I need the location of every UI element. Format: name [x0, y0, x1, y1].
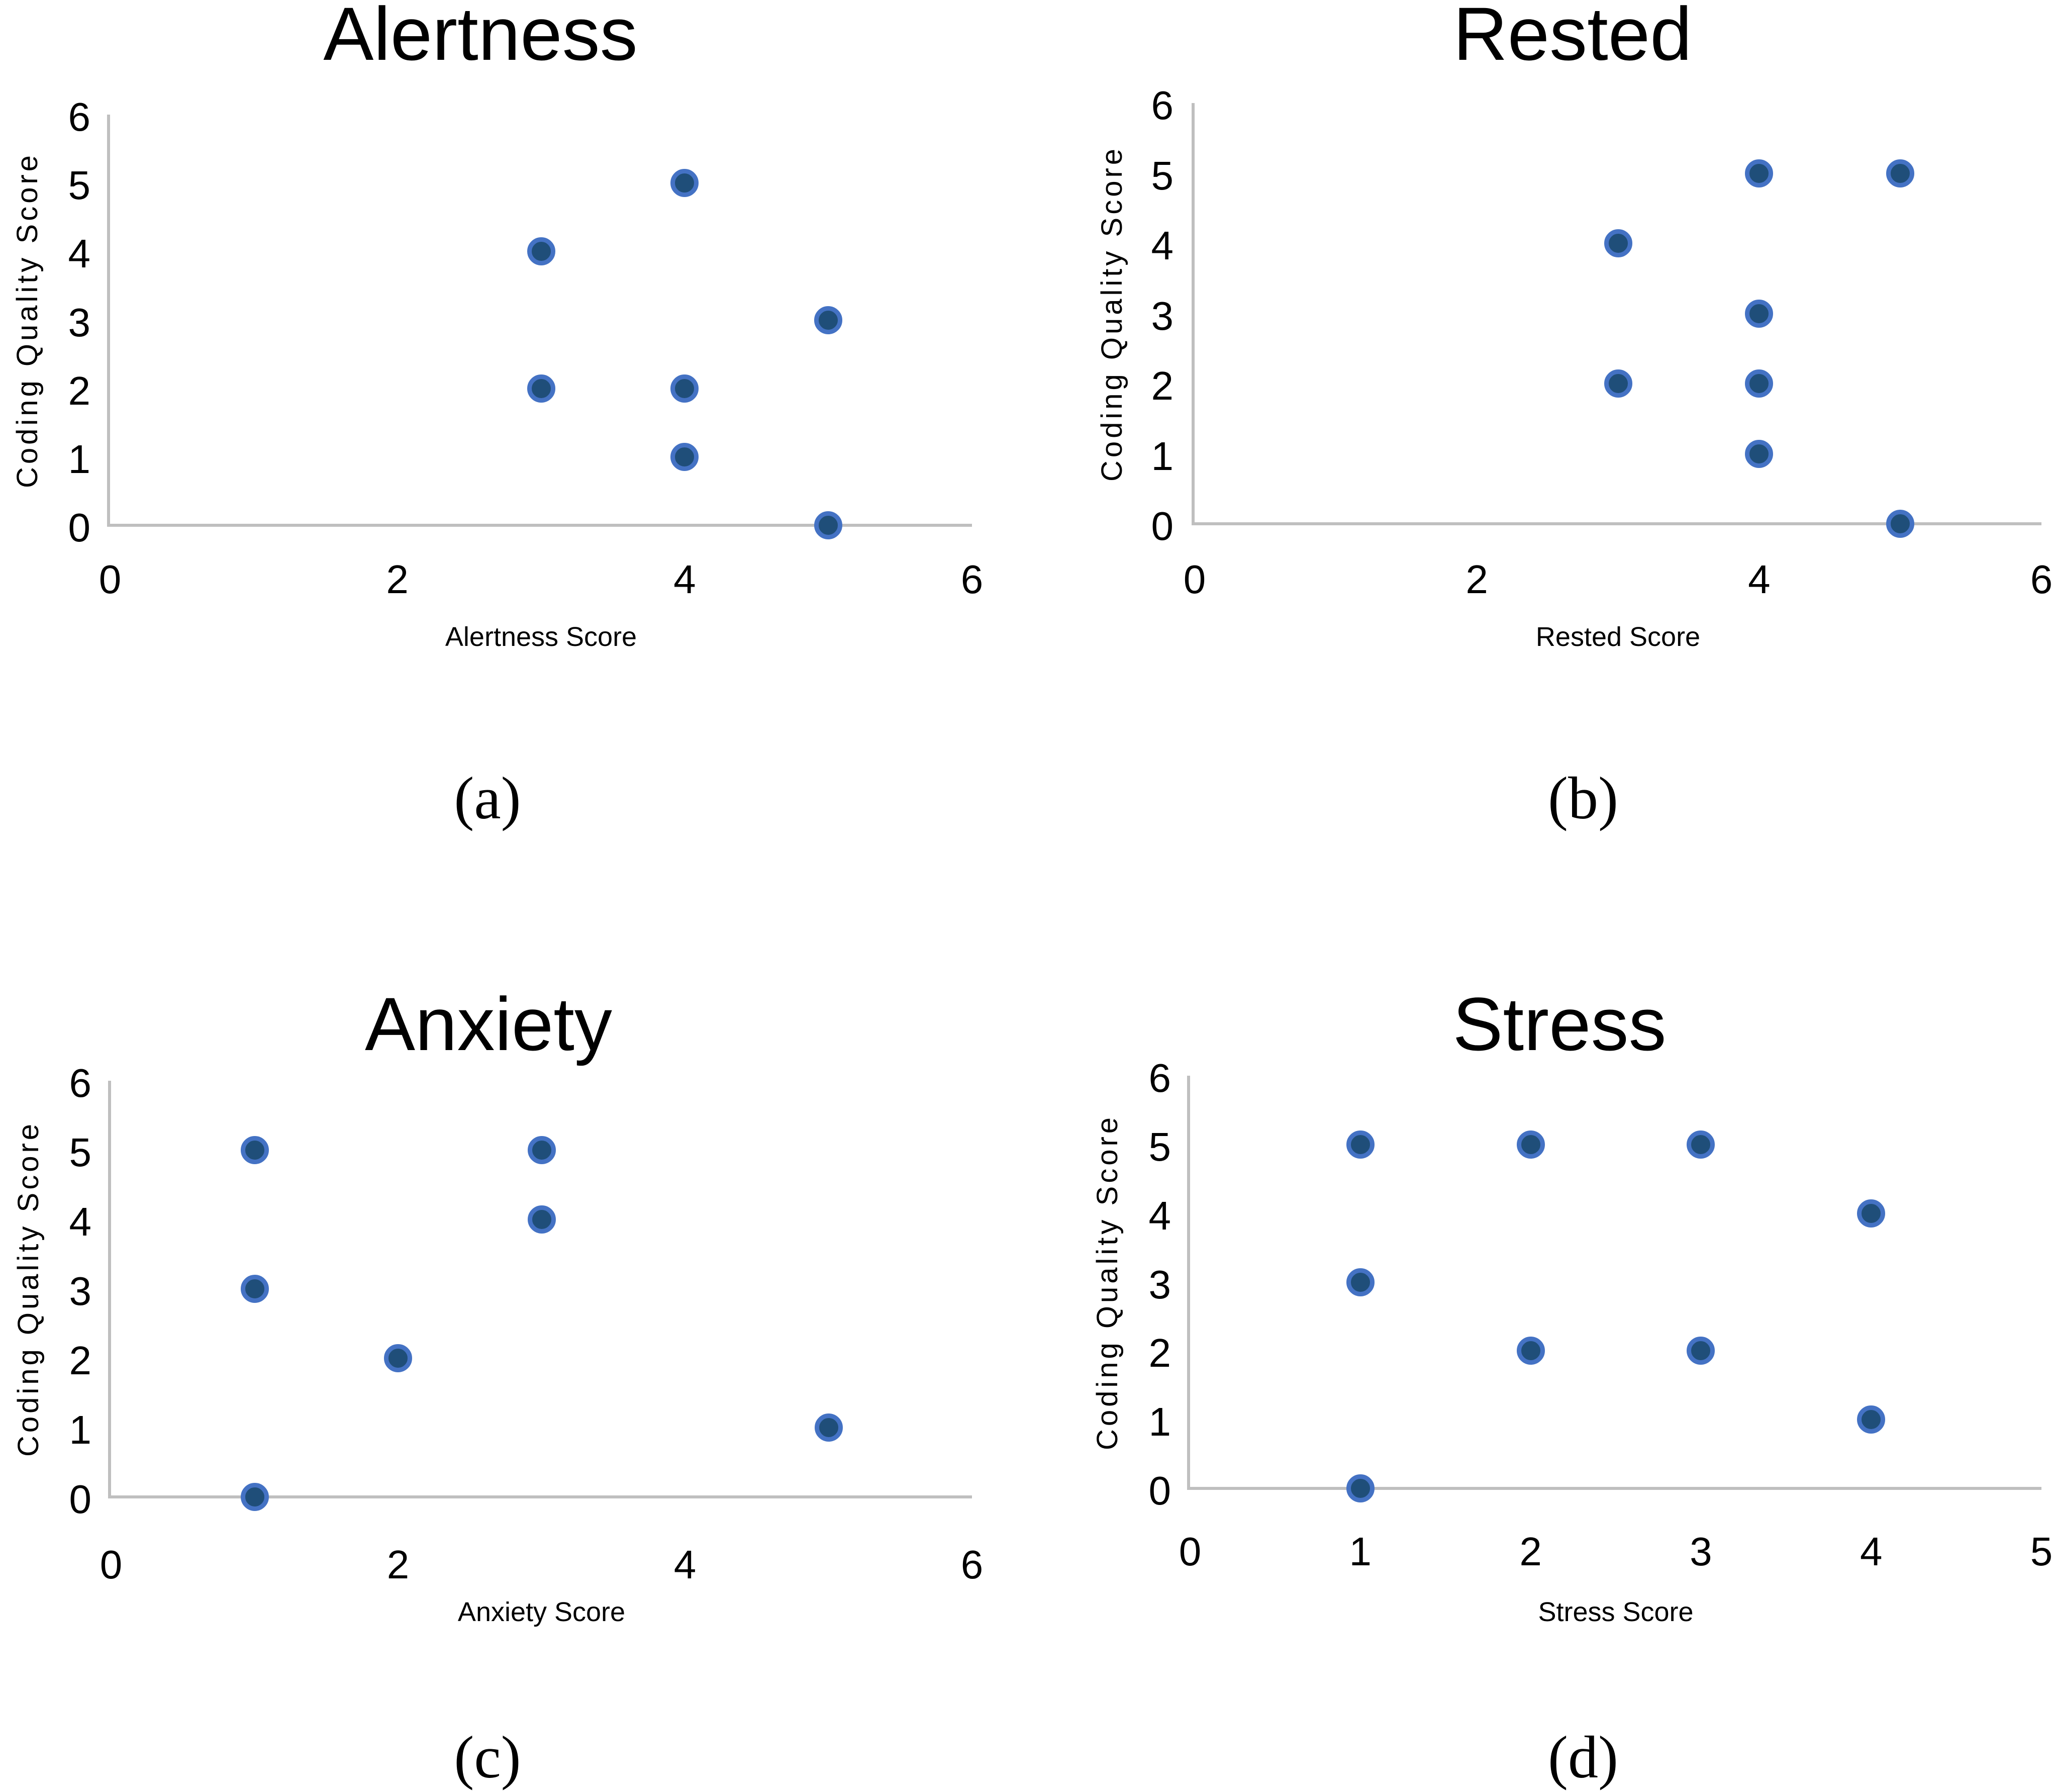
data-point	[1604, 229, 1632, 257]
x-tick-label: 4	[673, 557, 696, 602]
data-point	[240, 1136, 269, 1164]
data-point	[527, 374, 555, 403]
y-tick-label: 5	[68, 163, 91, 208]
y-tick-label: 3	[68, 300, 91, 345]
y-tick-label: 0	[69, 1477, 92, 1522]
y-tick-label: 1	[68, 436, 91, 482]
x-tick-label: 2	[1465, 557, 1488, 602]
y-tick-label: 5	[69, 1130, 92, 1175]
chart-title-stress: Stress	[1452, 982, 1667, 1066]
data-point	[1687, 1130, 1715, 1159]
data-point	[670, 169, 699, 198]
y-tick-label: 5	[1148, 1124, 1171, 1169]
data-point	[1857, 1199, 1886, 1228]
y-tick-label: 1	[1148, 1399, 1171, 1445]
y-tick-label: 1	[69, 1407, 92, 1452]
data-point	[527, 1136, 556, 1164]
chart-title-rested: Rested	[1453, 0, 1692, 76]
y-tick-label: 2	[68, 368, 91, 413]
y-tick-label: 6	[69, 1061, 92, 1105]
data-point	[814, 511, 843, 539]
data-point	[527, 1205, 556, 1234]
x-tick-label: 0	[1179, 1529, 1202, 1574]
subfigure-caption-c: (c)	[454, 1724, 521, 1790]
y-tick-label: 6	[1151, 83, 1174, 128]
data-point	[1745, 439, 1774, 468]
data-point	[1516, 1130, 1545, 1159]
data-point	[814, 306, 843, 334]
x-axis-label: Stress Score	[1538, 1597, 1694, 1627]
y-tick-label: 3	[1148, 1262, 1171, 1307]
y-tick-label: 0	[68, 505, 91, 550]
y-tick-label: 2	[69, 1338, 92, 1383]
plot-area-rested	[1192, 103, 2041, 525]
x-tick-label: 6	[2030, 557, 2052, 602]
y-tick-label: 0	[1151, 504, 1174, 548]
x-tick-label: 3	[1690, 1529, 1712, 1574]
data-point	[240, 1483, 269, 1511]
x-tick-label: 0	[100, 1542, 123, 1587]
data-point	[1346, 1474, 1375, 1502]
data-point	[1516, 1337, 1545, 1365]
y-tick-label: 2	[1148, 1331, 1171, 1376]
y-tick-label: 4	[68, 231, 91, 276]
x-tick-label: 0	[1183, 557, 1206, 602]
data-point	[1745, 299, 1774, 328]
y-tick-label: 4	[69, 1199, 92, 1244]
chart-title-anxiety: Anxiety	[365, 982, 612, 1066]
plot-area-stress	[1187, 1076, 2041, 1490]
x-tick-label: 4	[673, 1542, 697, 1587]
y-tick-label: 6	[1148, 1056, 1171, 1100]
data-point	[384, 1344, 412, 1372]
x-tick-label: 5	[2030, 1529, 2052, 1574]
data-point	[1687, 1337, 1715, 1365]
y-tick-label: 1	[1151, 433, 1174, 479]
x-axis-label: Anxiety Score	[457, 1597, 626, 1627]
x-axis-label: Alertness Score	[445, 622, 637, 652]
data-point	[240, 1275, 269, 1303]
chart-title-alertness: Alertness	[323, 0, 638, 76]
x-tick-label: 4	[1748, 557, 1771, 602]
data-point	[1346, 1130, 1375, 1159]
subfigure-caption-d: (d)	[1548, 1724, 1618, 1790]
x-tick-label: 2	[386, 557, 409, 602]
y-tick-label: 6	[68, 95, 91, 139]
data-point	[1886, 159, 1915, 187]
data-point	[1604, 369, 1632, 398]
x-axis-label: Rested Score	[1535, 622, 1701, 652]
data-point	[670, 442, 699, 471]
data-point	[527, 237, 555, 266]
x-tick-label: 2	[1519, 1529, 1542, 1574]
subfigure-caption-a: (a)	[454, 765, 521, 831]
x-tick-label: 4	[1860, 1529, 1883, 1574]
y-tick-label: 5	[1151, 153, 1174, 198]
y-tick-label: 2	[1151, 363, 1174, 408]
x-tick-label: 6	[960, 1542, 984, 1587]
data-point	[814, 1413, 843, 1442]
y-tick-label: 3	[1151, 293, 1174, 338]
data-point	[1857, 1405, 1886, 1434]
data-point	[1745, 159, 1774, 187]
x-tick-label: 1	[1349, 1529, 1372, 1574]
data-point	[670, 374, 699, 403]
x-tick-label: 0	[99, 557, 122, 602]
subfigure-caption-b: (b)	[1548, 765, 1618, 831]
x-tick-label: 2	[386, 1542, 410, 1587]
x-tick-label: 6	[960, 557, 984, 602]
plot-area-alertness	[107, 115, 972, 527]
y-tick-label: 0	[1148, 1468, 1171, 1513]
data-point	[1745, 369, 1774, 398]
data-point	[1886, 510, 1915, 538]
y-tick-label: 4	[1148, 1193, 1171, 1238]
plot-area-anxiety	[108, 1081, 972, 1498]
y-tick-label: 3	[69, 1269, 92, 1313]
y-tick-label: 4	[1151, 223, 1174, 268]
data-point	[1346, 1268, 1375, 1296]
